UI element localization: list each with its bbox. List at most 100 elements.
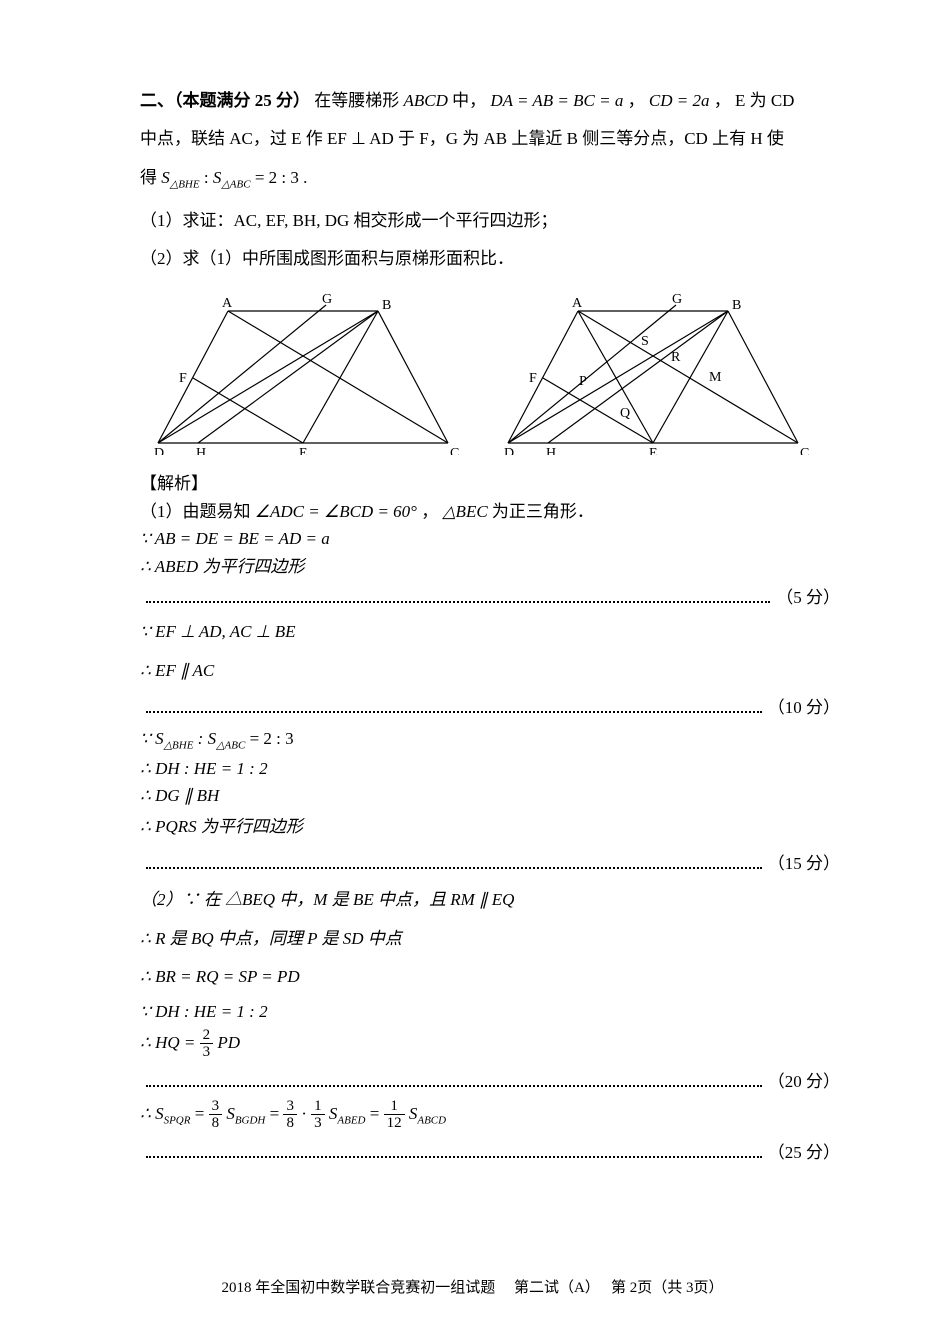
t: ∠ADC = ∠BCD = 60° — [255, 502, 417, 521]
svg-text:S: S — [641, 334, 649, 349]
t: 中点，联结 AC，过 E 作 EF ⊥ AD 于 F，G 为 AB 上靠近 B … — [140, 129, 784, 148]
sol-13: ∵ DH : HE = 1 : 2 — [140, 999, 840, 1025]
d: 3 — [311, 1115, 325, 1132]
t: = — [195, 1104, 209, 1123]
diagram-right: A G B F D H E C S R M P Q — [490, 285, 820, 455]
t: 为正三角形． — [492, 502, 594, 521]
sub1: △BHE — [170, 178, 200, 190]
t: ABCD — [417, 1114, 446, 1126]
t: = — [270, 1104, 284, 1123]
page-footer: 2018 年全国初中数学联合竞赛初一组试题 第二试（A） 第 2页（共 3页） — [0, 1276, 945, 1297]
t: △BHE — [164, 739, 194, 751]
sol-12: ∴ BR = RQ = SP = PD — [140, 961, 840, 993]
t: BGDH — [235, 1114, 266, 1126]
dots-fill — [146, 1069, 762, 1086]
num: 2 — [200, 1027, 214, 1045]
dots-fill — [146, 696, 762, 713]
problem-line1: 二、（本题满分 25 分） 在等腰梯形 ABCD 中， DA = AB = BC… — [140, 85, 840, 117]
frac-2-3: 2 3 — [200, 1027, 214, 1061]
score-15: （15 分） — [768, 849, 840, 874]
dots-fill — [146, 586, 770, 603]
t: 在等腰梯形 — [314, 91, 399, 110]
t: ∴ HQ = — [140, 1033, 200, 1052]
d: 12 — [384, 1115, 405, 1132]
svg-text:G: G — [322, 292, 332, 307]
dots-5: （5 分） — [140, 583, 840, 608]
dots-fill — [146, 852, 762, 869]
t: : S — [198, 729, 216, 748]
dots-fill — [146, 1141, 762, 1158]
t: ∵ S — [140, 729, 164, 748]
sol-15: ∴ SSPQR = 3 8 SBGDH = 3 8 · 1 3 SABED = … — [140, 1098, 840, 1132]
problem-line3: 得 S△BHE : S△ABC = 2 : 3 . — [140, 162, 840, 195]
sol-6: ∵ S△BHE : S△ABC = 2 : 3 — [140, 726, 840, 754]
den: 3 — [200, 1044, 214, 1061]
cond2: CD = 2a — [649, 91, 710, 110]
t: PD — [217, 1033, 240, 1052]
q2: （2）求（1）中所围成图形面积与原梯形面积比． — [140, 243, 840, 275]
dots-15: （15 分） — [140, 849, 840, 874]
page: 二、（本题满分 25 分） 在等腰梯形 ABCD 中， DA = AB = BC… — [0, 0, 945, 1337]
svg-text:F: F — [529, 371, 537, 386]
sol-5: ∴ EF ∥ AC — [140, 655, 840, 687]
t: SPQR — [164, 1114, 191, 1126]
d: 8 — [209, 1115, 223, 1132]
t: = — [370, 1104, 384, 1123]
score-5: （5 分） — [776, 583, 840, 608]
sol-9: ∴ PQRS 为平行四边形 — [140, 811, 840, 843]
svg-text:D: D — [154, 446, 164, 455]
score-20: （20 分） — [768, 1067, 840, 1092]
diagram-left: AGBFDHEC — [140, 285, 470, 455]
svg-text:Q: Q — [620, 406, 630, 421]
svg-text:B: B — [732, 298, 741, 313]
sol-1: （1）由题易知 ∠ADC = ∠BCD = 60° ， △BEC 为正三角形． — [140, 499, 840, 525]
svg-text:R: R — [671, 350, 681, 365]
sol-11: ∴ R 是 BQ 中点，同理 P 是 SD 中点 — [140, 923, 840, 955]
t: = 2 : 3 — [250, 729, 294, 748]
t: ABED — [337, 1114, 365, 1126]
content-column: 二、（本题满分 25 分） 在等腰梯形 ABCD 中， DA = AB = BC… — [140, 85, 840, 1167]
t: （2）∵ 在 △BEQ 中，M 是 BE 中点，且 RM ∥ EQ — [140, 890, 514, 909]
t: 中， — [452, 91, 486, 110]
cond1: DA = AB = BC = a — [490, 91, 623, 110]
svg-text:H: H — [546, 446, 556, 455]
figure-row: A G B F D H E C A G B F D H E C S R M P Q — [140, 285, 840, 455]
t: ， — [628, 91, 645, 110]
t: ABCD — [404, 91, 448, 110]
svg-text:A: A — [572, 296, 583, 311]
svg-text:F: F — [179, 371, 187, 386]
t: ∴ S — [140, 1104, 164, 1123]
svg-text:G: G — [672, 292, 682, 307]
frac-1-3: 1 3 — [311, 1098, 325, 1132]
svg-text:A: A — [222, 296, 233, 311]
sol-10: （2）∵ 在 △BEQ 中，M 是 BE 中点，且 RM ∥ EQ — [140, 884, 840, 916]
svg-text:C: C — [800, 446, 809, 455]
n: 1 — [311, 1098, 325, 1116]
sub2: △ABC — [221, 178, 250, 190]
n: 3 — [283, 1098, 297, 1116]
t: ， E 为 CD — [714, 91, 795, 110]
problem-header: 二、（本题满分 25 分） — [140, 91, 310, 110]
svg-text:D: D — [504, 446, 514, 455]
t: （1）由题易知 — [140, 502, 255, 521]
rhs: = 2 : 3 . — [255, 168, 308, 187]
svg-text:E: E — [649, 446, 658, 455]
svg-text:P: P — [579, 374, 587, 389]
score-10: （10 分） — [768, 693, 840, 718]
score-25: （25 分） — [768, 1138, 840, 1163]
sol-7: ∴ DH : HE = 1 : 2 — [140, 756, 840, 782]
frac-3-8a: 3 8 — [209, 1098, 223, 1132]
n: 1 — [384, 1098, 405, 1116]
d: 8 — [283, 1115, 297, 1132]
frac-1-12: 1 12 — [384, 1098, 405, 1132]
t: : — [204, 168, 213, 187]
sol-8: ∴ DG ∥ BH — [140, 783, 840, 809]
svg-text:M: M — [709, 370, 722, 385]
S1: S — [161, 168, 170, 187]
svg-text:B: B — [382, 298, 391, 313]
q1: （1）求证：AC, EF, BH, DG 相交形成一个平行四边形； — [140, 205, 840, 237]
solution-header: 【解析】 — [140, 471, 840, 497]
sol-4: ∵ EF ⊥ AD, AC ⊥ BE — [140, 616, 840, 648]
dots-10: （10 分） — [140, 693, 840, 718]
svg-text:E: E — [299, 446, 308, 455]
